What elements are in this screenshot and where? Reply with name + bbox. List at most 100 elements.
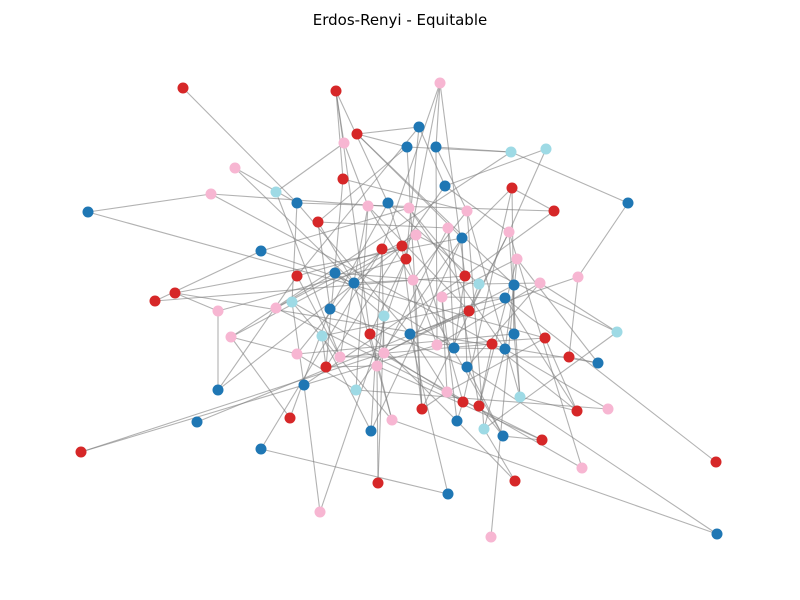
graph-edge [367,205,414,281]
graph-node [351,128,363,140]
graph-edge [568,276,579,358]
graph-edge [513,333,521,398]
graph-node [298,379,310,391]
graph-edge [504,348,609,410]
graph-edge [296,248,383,355]
graph-edge [544,337,578,412]
graph-edge [355,389,609,410]
graph-edge [401,185,446,247]
graph-node [225,331,237,343]
graph-edge [444,148,547,187]
graph-node [486,338,498,350]
graph-edge [335,90,371,335]
graph-node [291,348,303,360]
graph-edge [441,296,458,422]
graph-edge [466,282,541,368]
graph-node [400,253,412,265]
graph-edge [335,90,389,204]
graph-node [511,253,523,265]
graph-edge [435,146,512,153]
graph-node [430,141,442,153]
graph-edge [412,279,504,437]
graph-edge [355,205,369,391]
graph-node [270,186,282,198]
graph-node [255,443,267,455]
graph-edge [408,207,466,277]
graph-node [316,330,328,342]
graph-edge [321,297,506,337]
graph-edge [317,221,331,310]
graph-edge [461,187,513,239]
graph-edge [353,282,393,421]
graph-node [376,243,388,255]
graph-edge [377,315,385,484]
graph-edge [174,292,599,364]
graph-node [461,361,473,373]
graph-edge [335,90,344,180]
graph-edge [412,279,423,410]
graph-edge [230,336,298,355]
graph-node [456,232,468,244]
graph-node [177,82,189,94]
graph-edge [577,202,629,278]
graph-edge [415,234,464,403]
graph-node [382,197,394,209]
graph-edge [504,284,515,350]
graph-edge [317,221,449,229]
graph-node [622,197,634,209]
graph-node [372,477,384,489]
graph-node [563,351,575,363]
graph-node [396,240,408,252]
graph-edge [466,366,718,535]
graph-node [711,528,723,540]
graph-node [205,188,217,200]
graph-edge [435,82,441,148]
graph-node [508,279,520,291]
graph-node [401,141,413,153]
graph-edge [516,258,599,364]
graph-edge [303,384,321,513]
graph-node [439,180,451,192]
graph-edge [87,193,212,213]
graph-node [75,446,87,458]
graph-edge [291,301,583,469]
graph-node [291,270,303,282]
graph-node [576,462,588,474]
graph-node [338,137,350,149]
graph-node [508,328,520,340]
graph-edge [317,221,355,284]
graph-node [286,296,298,308]
graph-edge [356,126,420,135]
graph-edge [275,142,345,193]
graph-edge [447,227,455,349]
graph-node [448,342,460,354]
graph-node [404,328,416,340]
graph-edge [483,428,516,482]
graph-edge [80,352,385,453]
graph-edge [342,178,468,212]
graph-node [407,274,419,286]
graph-edge [260,250,355,284]
graph-node [149,295,161,307]
graph-node [378,310,390,322]
graph-node [463,305,475,317]
graph-edge [508,148,547,233]
graph-edge [230,245,403,338]
graph-edge [230,336,291,419]
graph-edge [376,365,379,484]
graph-node [540,143,552,155]
graph-node [416,403,428,415]
graph-edge [519,396,578,412]
graph-edge [504,297,578,412]
graph-node [212,384,224,396]
graph-node [459,270,471,282]
graph-node [229,162,241,174]
graph-node [572,271,584,283]
graph-node [365,425,377,437]
graph-edge [383,284,515,354]
graph-node [534,277,546,289]
graph-node [314,506,326,518]
graph-node [497,430,509,442]
graph-node [324,303,336,315]
graph-node [255,245,267,257]
